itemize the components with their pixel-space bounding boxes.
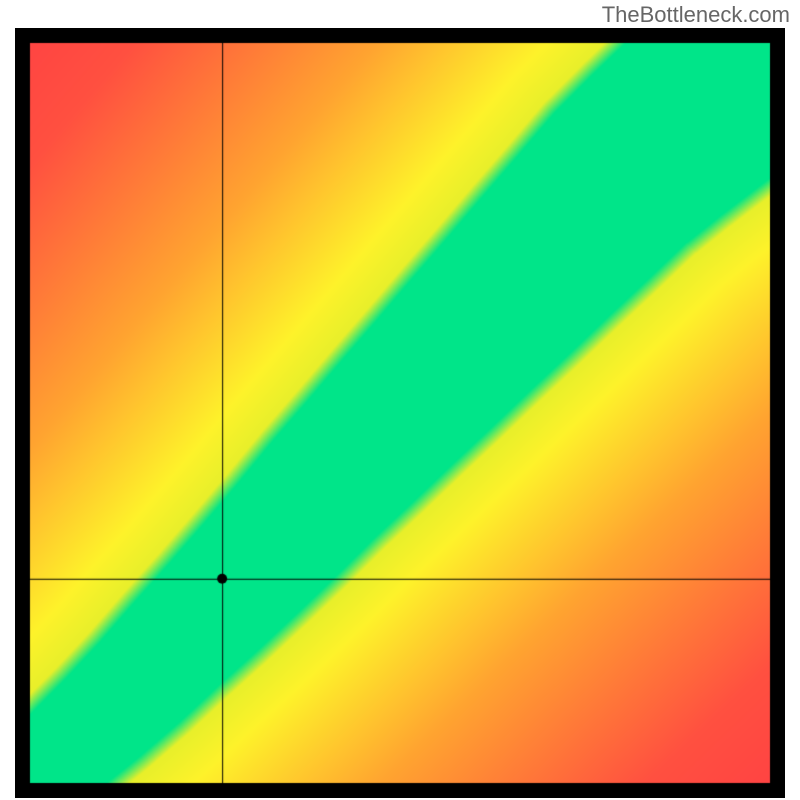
heatmap-canvas: [15, 28, 785, 798]
chart-container: TheBottleneck.com: [0, 0, 800, 800]
watermark-text: TheBottleneck.com: [602, 2, 790, 28]
plot-area: [15, 28, 785, 798]
